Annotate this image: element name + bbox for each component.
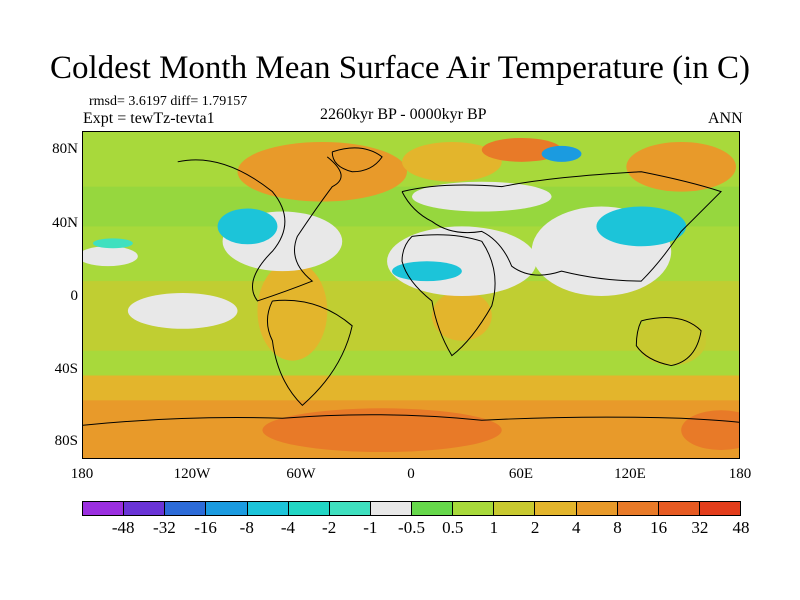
field-white-pacific — [83, 246, 138, 267]
colorbar-label: -4 — [280, 518, 296, 537]
colorbar-box — [699, 502, 740, 515]
map-title: Coldest Month Mean Surface Air Temperatu… — [50, 50, 750, 86]
lon-label-60w: 60W — [286, 466, 316, 482]
field-southamerica — [257, 261, 328, 361]
coastlines — [83, 147, 739, 426]
colorbar-label: -0.5 — [398, 518, 425, 537]
field-white-atlantic — [127, 293, 238, 329]
colorbar-label: -1 — [363, 518, 378, 537]
colorbar-label: -48 — [111, 518, 135, 537]
colorbar-box — [247, 502, 289, 515]
season-label: ANN — [708, 110, 743, 127]
field-white-eurasia — [411, 181, 552, 212]
colorbar-box — [453, 502, 495, 515]
colorbar-box — [288, 502, 330, 515]
lat-label-40s: 40S — [54, 361, 78, 377]
colorbar-box — [617, 502, 659, 515]
colorbar-label: -32 — [153, 518, 176, 537]
field-arctic-c — [402, 141, 502, 182]
field-cyan-pacific — [92, 238, 133, 249]
field-africa — [431, 291, 492, 341]
lon-label-180e: 180 — [728, 466, 752, 482]
colorbar-box — [329, 502, 371, 515]
colorbar-label: 16 — [650, 518, 668, 537]
lon-label-60e: 60E — [508, 466, 534, 482]
colorbar-box — [370, 502, 412, 515]
field-cyan-siberia — [541, 145, 582, 162]
lon-label-180w: 180 — [70, 466, 94, 482]
lat-label-80n: 80N — [52, 141, 78, 157]
lon-label-120w: 120W — [173, 466, 211, 482]
colorbar-box — [412, 502, 454, 515]
field-arctic-siberia — [626, 141, 737, 192]
lon-label-120e: 120E — [614, 466, 646, 482]
period-label: 2260kyr BP - 0000kyr BP — [320, 106, 487, 123]
colorbar-box — [206, 502, 248, 515]
colorbar-box — [535, 502, 577, 515]
colorbar-label: -2 — [322, 518, 337, 537]
colorbar-label: 1 — [489, 518, 499, 537]
lon-label-0: 0 — [407, 466, 415, 482]
lat-label-40n: 40N — [52, 215, 78, 231]
colorbar-box — [165, 502, 207, 515]
colorbar-label: 32 — [691, 518, 709, 537]
field-antarctica-hot-e — [681, 410, 739, 451]
lat-label-0: 0 — [70, 288, 79, 304]
field-arctic-w — [237, 141, 408, 202]
colorbar-box — [576, 502, 618, 515]
field-cyan-namerica — [217, 208, 278, 245]
field-antarctica-hot — [262, 408, 502, 453]
stats-text: rmsd= 3.6197 diff= 1.79157 — [89, 94, 248, 109]
colorbar-label: 2 — [530, 518, 540, 537]
experiment-label: Expt = tewTz-tevta1 — [83, 110, 215, 127]
lat-label-80s: 80S — [54, 433, 78, 449]
colorbar-label: 8 — [613, 518, 622, 537]
colorbar-label: 48 — [732, 518, 750, 537]
colorbar — [82, 501, 741, 516]
colorbar-label: 0.5 — [442, 518, 464, 537]
colorbar-label: 4 — [572, 518, 581, 537]
field-arctic-e — [481, 137, 562, 162]
colorbar-box — [658, 502, 700, 515]
colorbar-label: -16 — [194, 518, 217, 537]
map-plot — [82, 131, 740, 459]
field-cyan-china — [596, 206, 687, 247]
colorbar-box — [494, 502, 536, 515]
colorbar-box — [83, 502, 125, 515]
field-cyan-sahara — [392, 261, 462, 282]
field-australia — [636, 315, 707, 366]
colorbar-label: -8 — [239, 518, 254, 537]
colorbar-box — [124, 502, 166, 515]
